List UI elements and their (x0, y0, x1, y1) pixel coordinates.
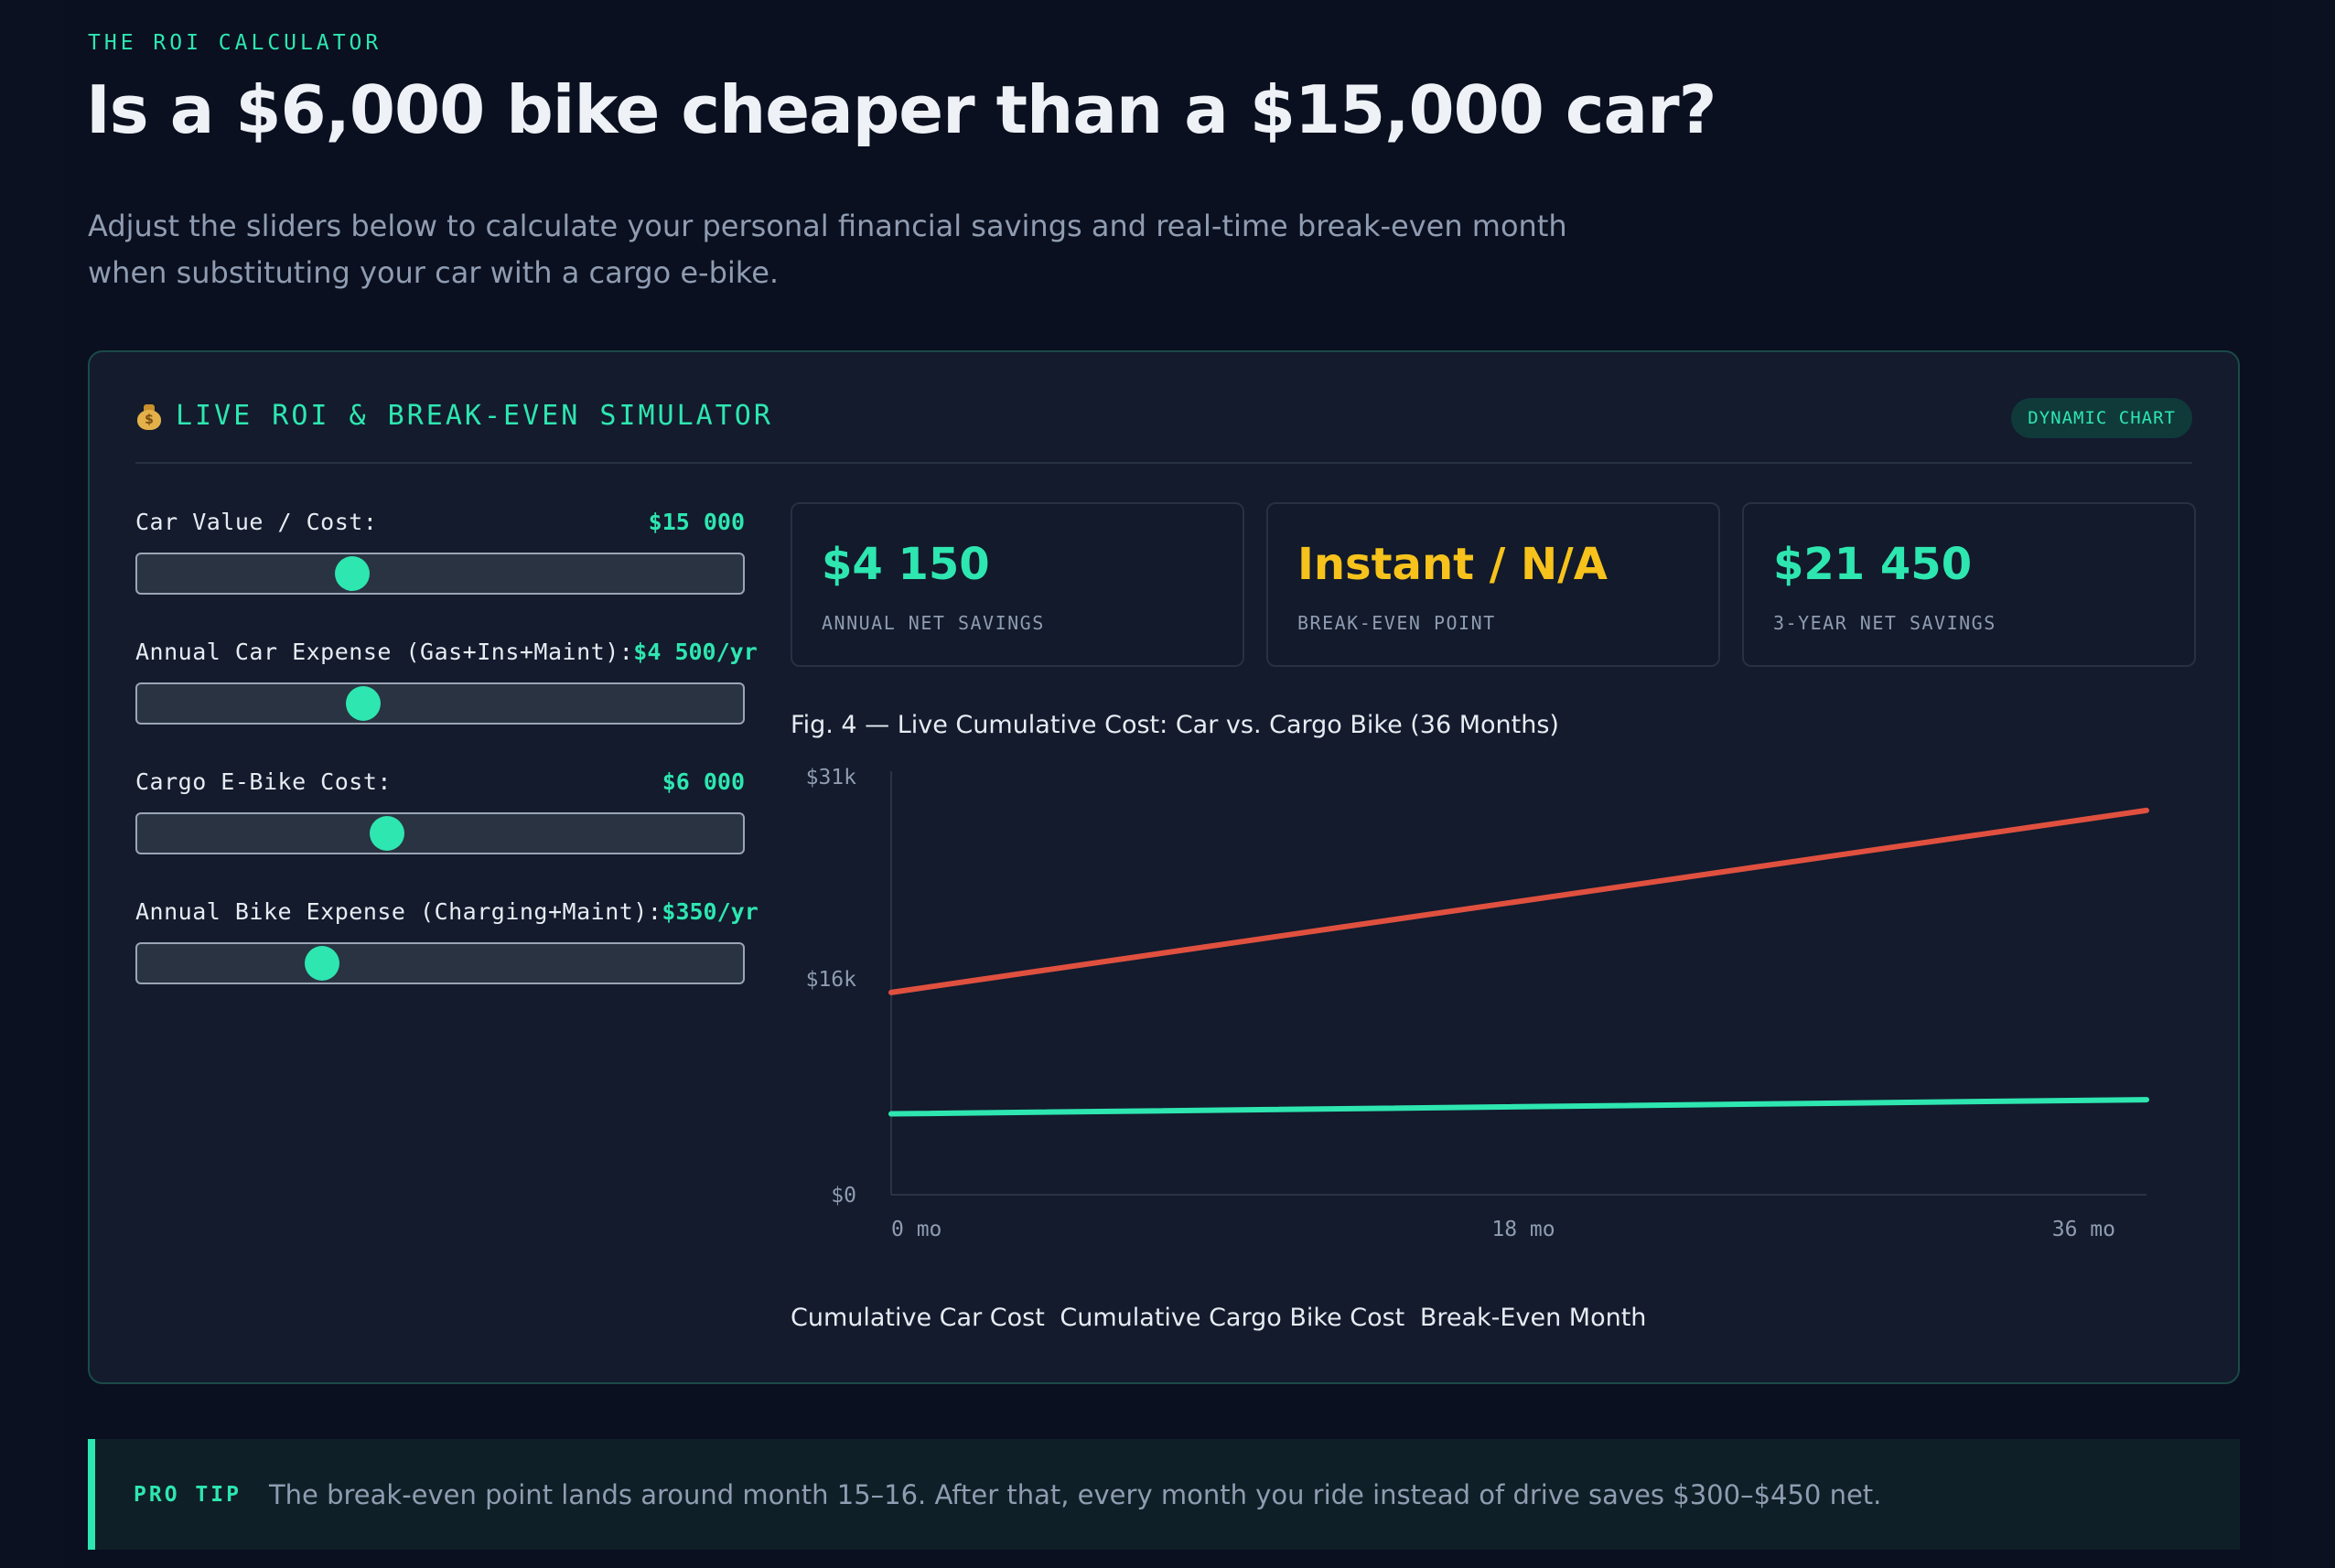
car-value-readout: $15 000 (648, 508, 745, 535)
car-expense-slider-thumb[interactable] (345, 686, 381, 721)
bike-cost-readout: $6 000 (662, 768, 745, 795)
car-expense-readout: $4 500/yr (633, 638, 758, 665)
bike-cost-line (888, 1097, 2149, 1117)
bike-expense-slider-thumb[interactable] (304, 946, 339, 981)
car-expense-control: Annual Car Expense (Gas+Ins+Maint): $4 5… (135, 635, 758, 725)
x-tick-label: 18 mo (1491, 1218, 1555, 1241)
bike-cost-label: Cargo E-Bike Cost: (135, 768, 392, 795)
page-title: Is a $6,000 bike cheaper than a $15,000 … (86, 71, 1716, 148)
pro-tip-banner: PRO TIP The break-even point lands aroun… (88, 1439, 2240, 1550)
car-value-slider[interactable] (135, 553, 745, 595)
annual-savings-value: $4 150 (822, 539, 990, 590)
pro-tip-text: The break-even point lands around month … (268, 1478, 1882, 1510)
bike-expense-control: Annual Bike Expense (Charging+Maint): $3… (135, 895, 759, 984)
legend-item-car[interactable]: Cumulative Car Cost (791, 1304, 1045, 1332)
break-even-value: Instant / N/A (1297, 539, 1608, 590)
header-divider (135, 462, 2192, 464)
bike-cost-control: Cargo E-Bike Cost: $6 000 (135, 765, 745, 854)
break-even-card: Instant / N/A BREAK-EVEN POINT (1266, 502, 1720, 667)
bike-cost-slider-thumb[interactable] (370, 816, 405, 851)
page-subtitle: Adjust the sliders below to calculate yo… (88, 209, 1567, 290)
y-tick-label: $0 (831, 1184, 856, 1208)
three-year-savings-value: $21 450 (1773, 539, 1973, 590)
y-tick-label: $16k (806, 968, 857, 992)
pro-tip-label: PRO TIP (134, 1482, 242, 1507)
car-value-control: Car Value / Cost: $15 000 (135, 505, 745, 595)
bike-cost-slider[interactable] (135, 812, 745, 854)
three-year-savings-label: 3-YEAR NET SAVINGS (1773, 612, 1996, 634)
cumulative-cost-chart: $31k $16k $0 0 mo 18 mo 36 mo (806, 766, 2149, 1241)
chart-title: Fig. 4 — Live Cumulative Cost: Car vs. C… (791, 711, 1559, 739)
bike-expense-slider[interactable] (135, 942, 745, 984)
simulator-card: $ LIVE ROI & BREAK-EVEN SIMULATOR DYNAMI… (88, 350, 2240, 1384)
legend-item-bike[interactable]: Cumulative Cargo Bike Cost (1060, 1304, 1405, 1332)
break-even-label: BREAK-EVEN POINT (1297, 612, 1496, 634)
car-value-label: Car Value / Cost: (135, 508, 378, 535)
x-tick-label: 36 mo (2052, 1218, 2115, 1241)
money-bag-icon: $ (135, 403, 163, 430)
simulator-header: $ LIVE ROI & BREAK-EVEN SIMULATOR (135, 400, 773, 432)
car-expense-slider[interactable] (135, 682, 745, 725)
eyebrow-label: THE ROI CALCULATOR (88, 31, 382, 55)
car-expense-label: Annual Car Expense (Gas+Ins+Maint): (135, 638, 634, 665)
car-cost-line (888, 807, 2149, 995)
chart-legend: Cumulative Car Cost Cumulative Cargo Bik… (791, 1304, 1653, 1332)
bike-expense-readout: $350/yr (662, 897, 759, 925)
three-year-savings-card: $21 450 3-YEAR NET SAVINGS (1742, 502, 2196, 667)
annual-savings-card: $4 150 ANNUAL NET SAVINGS (791, 502, 1244, 667)
simulator-title: LIVE ROI & BREAK-EVEN SIMULATOR (176, 400, 773, 432)
bike-expense-label: Annual Bike Expense (Charging+Maint): (135, 897, 662, 925)
car-value-slider-thumb[interactable] (335, 556, 370, 591)
annual-savings-label: ANNUAL NET SAVINGS (822, 612, 1045, 634)
dynamic-chart-badge: DYNAMIC CHART (2011, 398, 2192, 438)
x-tick-label: 0 mo (891, 1218, 942, 1241)
legend-item-break-even[interactable]: Break-Even Month (1419, 1304, 1647, 1332)
y-tick-label: $31k (806, 766, 857, 789)
